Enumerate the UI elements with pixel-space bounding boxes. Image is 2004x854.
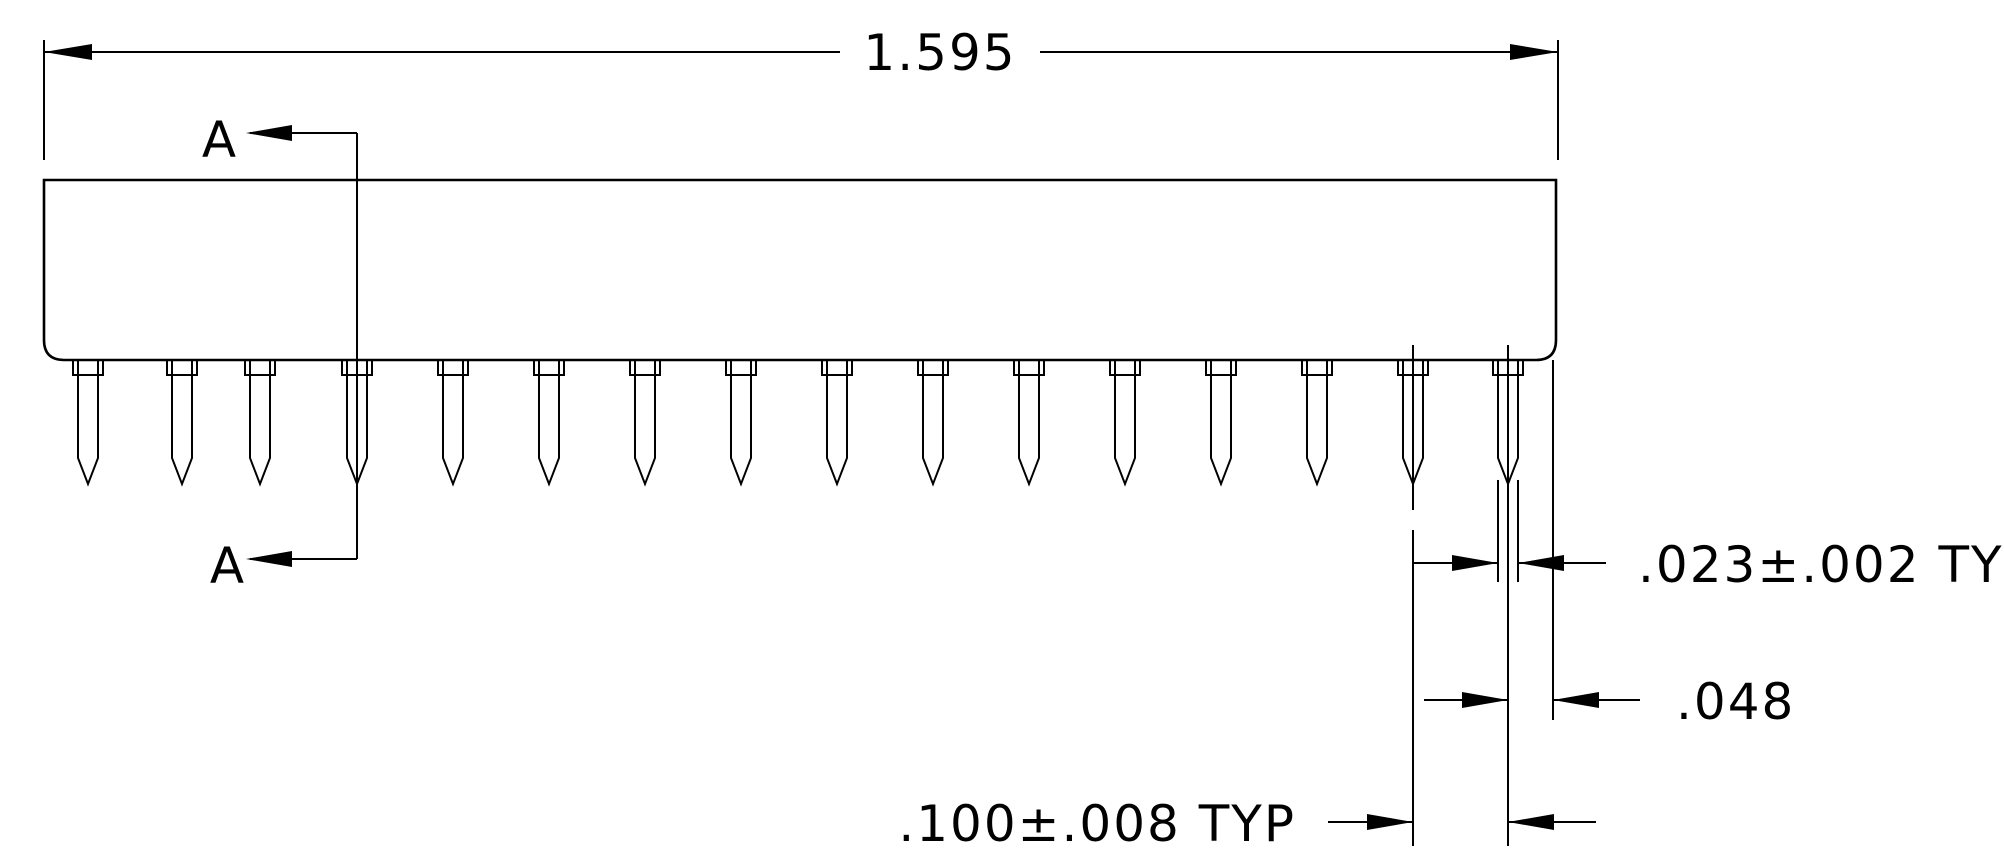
section-label-top: A: [202, 111, 238, 169]
pin: [917, 360, 949, 487]
pin-width-dimension: .023±.002 TYP: [1413, 536, 2004, 594]
pin: [437, 360, 469, 487]
pin: [166, 360, 198, 487]
extension-lines: [1412, 345, 1554, 846]
section-label-bottom: A: [210, 537, 246, 595]
pin: [629, 360, 661, 487]
overall-length-dimension: 1.595: [43, 24, 1559, 160]
pin-offset-dimension: .048: [1424, 673, 1795, 731]
pin-width-label: .023±.002 TYP: [1638, 536, 2004, 594]
pin: [821, 360, 853, 487]
pin: [725, 360, 757, 487]
pin-row: [72, 360, 1524, 487]
pin: [1109, 360, 1141, 487]
pin: [244, 360, 276, 487]
pin: [1301, 360, 1333, 487]
pin: [72, 360, 104, 487]
pin: [1205, 360, 1237, 487]
pin: [533, 360, 565, 487]
section-cut-line: A A: [202, 111, 358, 595]
overall-length-label: 1.595: [863, 24, 1016, 82]
pin-offset-label: .048: [1676, 673, 1795, 731]
connector-body: [42, 178, 1558, 362]
pin: [1013, 360, 1045, 487]
pin-pitch-label: .100±.008 TYP: [898, 795, 1296, 853]
pin-pitch-dimension: .100±.008 TYP: [898, 795, 1596, 853]
